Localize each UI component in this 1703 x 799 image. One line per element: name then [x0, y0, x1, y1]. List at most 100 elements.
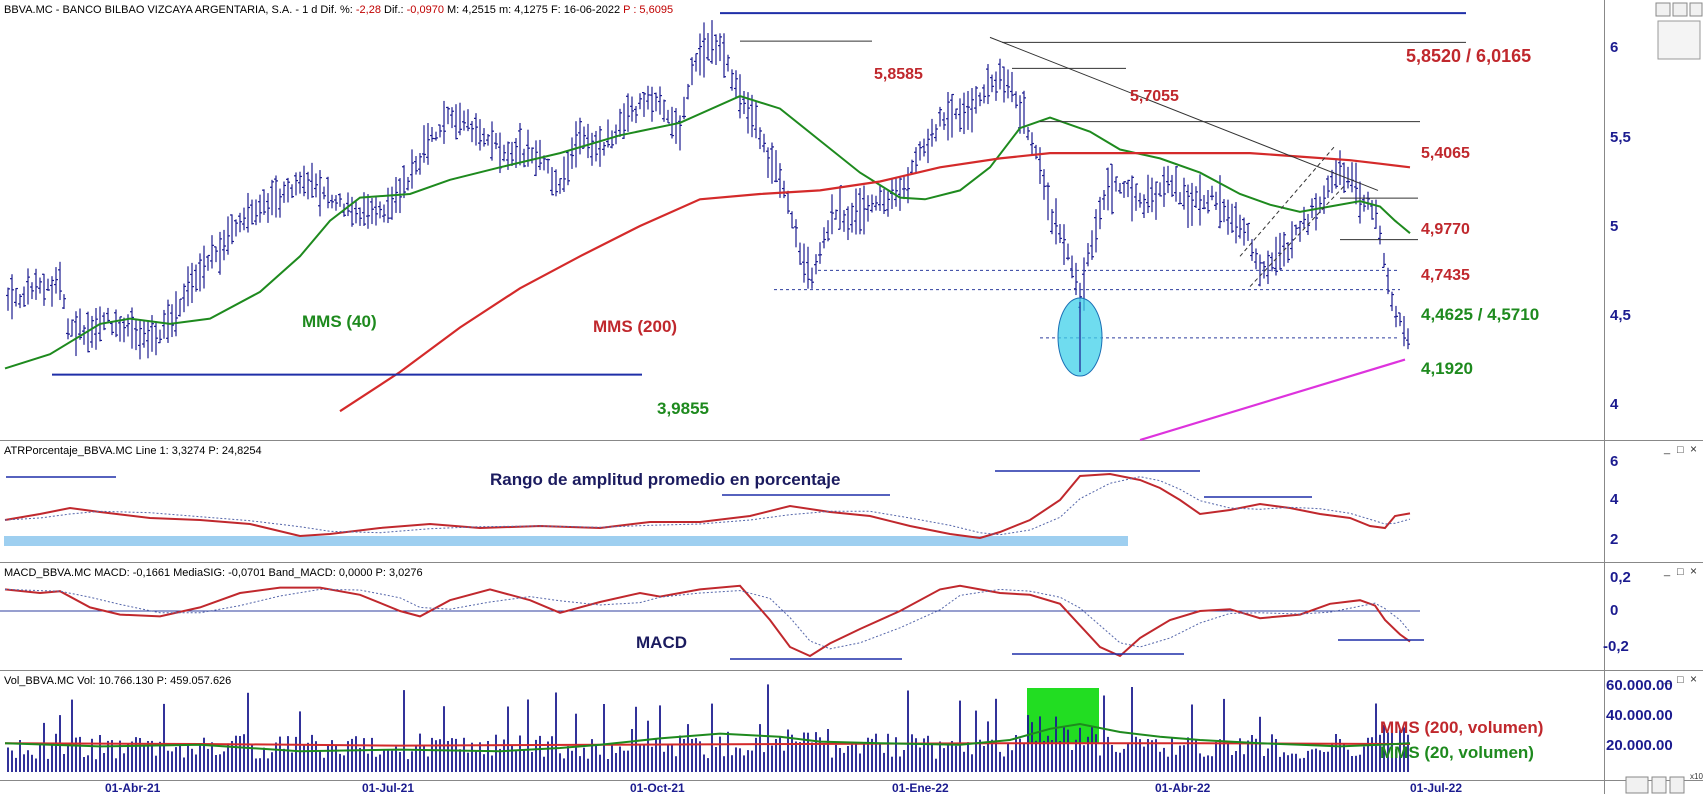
price-bar — [1206, 190, 1210, 214]
atr-maximize-button[interactable]: □ — [1677, 444, 1684, 456]
price-bar — [1326, 175, 1330, 198]
price-bar — [918, 141, 922, 161]
price-bar — [462, 110, 466, 131]
channel-line-lower — [1249, 184, 1346, 287]
price-bar — [710, 20, 714, 64]
price-bar — [314, 173, 318, 198]
price-bar — [38, 277, 42, 294]
price-bar — [1346, 166, 1350, 189]
price-bar — [10, 274, 14, 320]
price-bar — [994, 71, 998, 101]
price-bar — [386, 187, 390, 224]
price-bar — [586, 123, 590, 159]
price-bar — [110, 320, 114, 336]
price-bar — [902, 176, 906, 200]
price-minimize-button[interactable] — [1655, 2, 1671, 17]
price-bar — [170, 304, 174, 338]
price-bar — [186, 266, 190, 307]
save-icon[interactable] — [1651, 776, 1667, 794]
price-bar — [1162, 166, 1166, 207]
price-bar — [926, 128, 930, 164]
price-close-button[interactable] — [1689, 2, 1703, 17]
vol-close-button[interactable]: × — [1690, 672, 1697, 686]
price-level-labels: 5,8520 / 6,0165 5,8585 5,7055 5,4065 4,9… — [302, 46, 1539, 418]
vol-mms20-label: MMS (20, volumen) — [1380, 743, 1534, 762]
volume-highlight — [1027, 688, 1099, 743]
price-bar — [930, 118, 934, 147]
price-bar — [18, 294, 22, 309]
vol-tick-label: 60.000.00 — [1606, 677, 1673, 694]
price-bar — [58, 261, 62, 301]
price-maximize-button[interactable] — [1672, 2, 1688, 17]
price-bar — [882, 188, 886, 214]
price-bar — [650, 86, 654, 122]
atr-header: ATRPorcentaje_BBVA.MC Line 1: 3,3274 P: … — [4, 445, 262, 457]
price-bar — [1286, 242, 1290, 263]
price-bar — [198, 253, 202, 292]
price-bar — [874, 195, 878, 211]
chart-thumbnail-icon[interactable] — [1657, 20, 1701, 60]
price-bar — [666, 109, 670, 124]
price-bar — [1182, 177, 1186, 210]
price-bar — [878, 185, 882, 211]
price-bar — [742, 91, 746, 115]
price-bar — [1190, 182, 1194, 226]
price-bar — [134, 319, 138, 351]
price-bar — [278, 188, 282, 218]
price-bar — [950, 93, 954, 138]
date-label: 01-Jul-22 — [1410, 781, 1462, 794]
macd-maximize-button[interactable]: □ — [1677, 566, 1684, 578]
price-bar — [894, 177, 898, 207]
zoom-tool-icon[interactable] — [1625, 776, 1649, 794]
price-bar — [582, 126, 586, 149]
price-bar — [502, 144, 506, 162]
price-bar — [154, 321, 158, 356]
price-bar — [46, 278, 50, 291]
macd-close-button[interactable]: × — [1690, 564, 1697, 578]
price-bar — [1046, 182, 1050, 221]
bottom-toolbar: x10 — [1625, 772, 1703, 794]
price-bar — [1106, 167, 1110, 211]
price-bar — [1314, 193, 1318, 231]
price-bar — [130, 307, 134, 349]
price-bar — [206, 254, 210, 271]
vol-minimize-button[interactable]: _ — [1663, 673, 1671, 685]
price-bar — [74, 311, 78, 357]
price-bar — [970, 88, 974, 133]
price-bar — [570, 137, 574, 169]
price-bar — [1114, 176, 1118, 192]
price-bar — [1294, 224, 1298, 236]
price-bar — [6, 287, 10, 311]
level-label-4-7435: 4,7435 — [1421, 267, 1470, 284]
price-tick-label: 5 — [1610, 218, 1618, 235]
atr-minimize-button[interactable]: _ — [1663, 443, 1671, 455]
price-bar — [754, 100, 758, 139]
price-bar — [1154, 181, 1158, 220]
date-label: 01-Ene-22 — [892, 781, 949, 794]
macd-minimize-button[interactable]: _ — [1663, 565, 1671, 577]
price-bar — [758, 127, 762, 150]
price-bar — [818, 242, 822, 264]
price-bar — [282, 181, 286, 203]
price-bar — [354, 201, 358, 224]
price-bar — [90, 315, 94, 348]
price-bar — [226, 216, 230, 255]
price-bar — [1014, 91, 1018, 109]
level-label-4-1920: 4,1920 — [1421, 359, 1473, 378]
price-bar — [618, 108, 622, 137]
price-bar — [318, 170, 322, 217]
atr-title: Rango de amplitud promedio en porcentaje — [490, 470, 840, 489]
price-bar — [370, 198, 374, 225]
price-bar — [374, 196, 378, 226]
vol-maximize-button[interactable]: □ — [1677, 674, 1684, 686]
atr-close-button[interactable]: × — [1690, 442, 1697, 456]
price-bar — [1174, 166, 1178, 202]
price-bar — [242, 207, 246, 231]
price-bar — [690, 57, 694, 86]
vol-mms200-line — [4, 742, 1411, 747]
price-bars — [6, 20, 1410, 360]
settings-icon[interactable] — [1669, 776, 1685, 794]
downtrend-line — [989, 36, 1379, 191]
